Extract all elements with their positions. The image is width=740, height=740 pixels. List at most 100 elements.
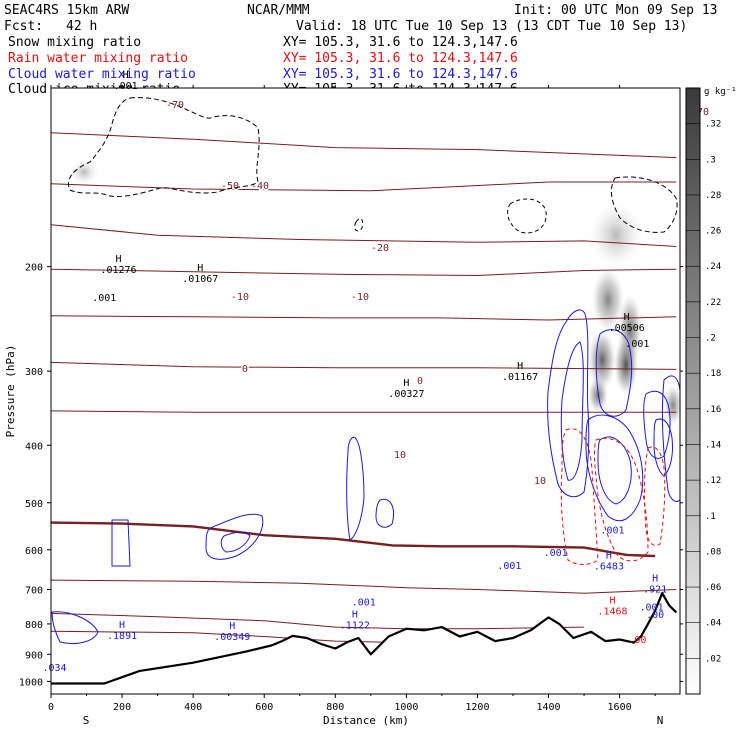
max-marker: H: [123, 70, 129, 81]
colorbar-tick-label: .08: [705, 547, 721, 557]
contour-value-label: .001: [92, 293, 116, 304]
max-marker: H: [229, 621, 235, 632]
rain-contour: [644, 446, 666, 546]
x-tick-label: 600: [255, 702, 273, 713]
max-value: .921: [643, 585, 667, 596]
rain-contour-layer: [560, 428, 666, 565]
cloudwater-contour: [205, 513, 264, 560]
rain-contour: [560, 428, 599, 565]
colorbar-unit: g kg⁻¹: [704, 87, 737, 97]
y-tick-label: 200: [25, 263, 43, 274]
y-tick-label: 800: [25, 620, 43, 631]
contour-value-label: .001: [625, 339, 649, 350]
colorbar-tick-label: .12: [705, 476, 721, 486]
contour-value-label: .00: [628, 635, 646, 646]
ice-contour: [354, 218, 363, 232]
y-tick-label: 600: [25, 546, 43, 557]
max-marker: H: [197, 263, 203, 274]
max-marker: H: [652, 574, 658, 585]
isotherm-label: -50: [221, 181, 239, 192]
field-xy-cloudwater: XY= 105.3, 31.6 to 124.3,147.6: [283, 67, 518, 82]
x-tick-label: 400: [184, 702, 202, 713]
cloudwater-contour: [653, 418, 673, 477]
ice-contour: [507, 198, 547, 234]
isotherm-line: [50, 224, 677, 247]
y-tick-label: 700: [25, 586, 43, 597]
max-marker: H: [609, 596, 615, 607]
y-tick-label: 300: [25, 367, 43, 378]
colorbar-tick-label: .26: [705, 227, 721, 237]
cloudwater-contour-layer: [51, 309, 681, 645]
x-axis-title: Distance (km): [323, 714, 409, 727]
colorbar-tick-label: .1: [705, 512, 716, 522]
isotherm-line: [50, 612, 585, 630]
colorbar-tick-label: .2: [705, 334, 716, 344]
colorbar-tick-label: .22: [705, 298, 721, 308]
isotherm-label: 10: [394, 450, 406, 461]
isotherm-line: [50, 315, 677, 321]
cloudwater-contour: [220, 531, 251, 553]
x-tick-label: 1000: [394, 702, 418, 713]
terrain-fill: [51, 593, 677, 694]
colorbar-tick-label: .02: [705, 654, 721, 664]
rain-contour: [594, 437, 649, 562]
max-value: .00327: [388, 389, 424, 400]
max-value: .1122: [340, 621, 370, 632]
max-marker: H: [352, 610, 358, 621]
isotherm-label: -10: [351, 292, 369, 303]
field-name-snow: Snow mixing ratio: [8, 35, 141, 50]
colorbar-ramp: [685, 87, 701, 695]
contour-value-label: .00: [646, 610, 664, 621]
isotherm-label: 10: [534, 476, 546, 487]
colorbar-tick-label: .16: [705, 405, 721, 415]
max-value: .1891: [107, 631, 137, 642]
field-xy-snow: XY= 105.3, 31.6 to 124.3,147.6: [283, 35, 518, 50]
isotherm-label: 0: [242, 364, 248, 375]
y-tick-label: 500: [25, 499, 43, 510]
colorbar-tick-label: .14: [705, 440, 721, 450]
x-tick-label: 1600: [608, 702, 632, 713]
isotherm-layer: -70-70-60-50-50-40-40-30-30-20-20-20-10-…: [50, 99, 711, 644]
field-name-rain: Rain water mixing ratio: [8, 51, 188, 66]
colorbar-tick-label: .24: [705, 262, 721, 272]
max-value: .00349: [214, 632, 250, 643]
max-marker: H: [116, 254, 122, 265]
model-title: SEAC4RS 15km ARW: [4, 3, 129, 18]
x-tick-label: 0: [48, 702, 54, 713]
colorbar: g kg⁻¹ .02 .04 .06 .08 .1 .12 .14 .16 .18 .2 .22 .2…: [685, 87, 737, 695]
colorbar-tick-label: .3: [705, 155, 716, 165]
max-value: .01067: [182, 274, 218, 285]
contour-value-label: .001: [497, 561, 521, 572]
max-marker: H: [606, 550, 612, 561]
isotherm-line: [50, 410, 677, 413]
isotherm-line: [50, 132, 677, 159]
colorbar-tick-label: .04: [705, 619, 721, 629]
isotherm-label: -70: [166, 100, 184, 111]
max-value: .001: [114, 81, 138, 92]
isotherm-label: -20: [371, 243, 389, 254]
colorbar-tick-label: .32: [705, 120, 721, 130]
max-value: .01276: [100, 265, 136, 276]
max-marker: H: [403, 378, 409, 389]
cloudwater-contour: [595, 329, 633, 417]
terrain-layer: [51, 592, 678, 694]
contour-value-label: .001: [600, 526, 624, 537]
colorbar-ticks: .02 .04 .06 .08 .1 .12 .14 .16 .18 .2 .22 .24 .26 .28…: [686, 120, 721, 664]
isotherm-line: [50, 181, 677, 192]
contour-value-label: .001: [352, 597, 376, 608]
y-tick-label: 400: [25, 441, 43, 452]
max-value: .1468: [597, 607, 627, 618]
valid-time: Valid: 18 UTC Tue 10 Sep 13 (13 CDT Tue …: [296, 19, 687, 34]
init-time: Init: 00 UTC Mon 09 Sep 13: [514, 3, 718, 18]
contour-value-label: .001: [544, 548, 568, 559]
contour-value-label: .034: [43, 663, 67, 674]
shaded-ice-field: [70, 160, 682, 425]
max-value: .00506: [609, 323, 645, 334]
colorbar-tick-label: .06: [705, 583, 721, 593]
max-value: .01167: [502, 372, 538, 383]
isotherm-label: -10: [231, 292, 249, 303]
cloudwater-contour: [547, 309, 590, 498]
max-marker: H: [624, 312, 630, 323]
colorbar-tick-label: .18: [705, 369, 721, 379]
